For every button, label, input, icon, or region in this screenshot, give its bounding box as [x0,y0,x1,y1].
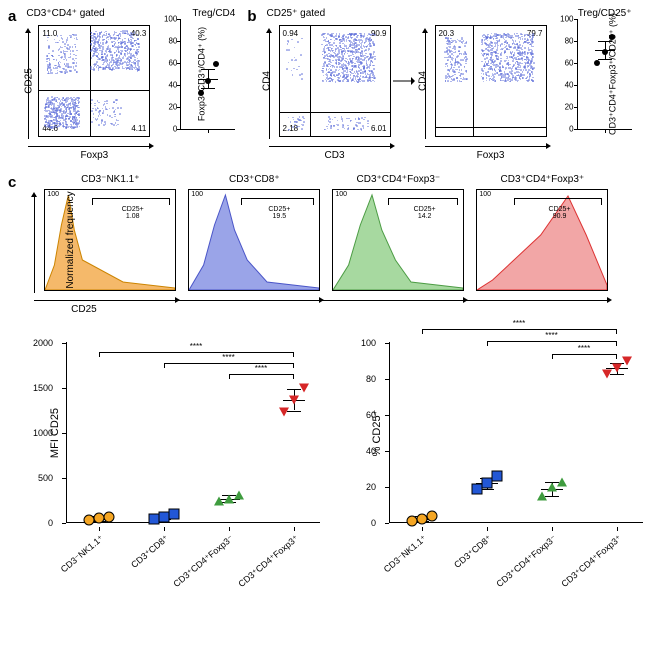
panel-b-title: CD25⁺ gated [267,8,547,19]
panel-a-mini-ylabel: Foxp3⁺CD3⁺/CD4⁺ (%) [197,27,208,121]
panel-a-xaxis: Foxp3 [80,150,108,161]
panel-b2-xaxis: Foxp3 [477,150,505,161]
category-label: CD3⁻NK1.1⁺ [381,533,428,575]
hist-xaxis: CD25 [71,304,97,315]
category-label: CD3⁺CD4⁺Foxp3⁻ [171,533,236,590]
panel-b-mini-plot: CD3⁺CD4⁺Foxp3⁺/CD25⁺ (%) 020406080100 [577,19,632,130]
panel-c-histogram-row: CD3⁻NK1.1⁺CD25+1.08100Normalized frequen… [44,174,608,317]
histogram: CD25+14.2100 [332,189,464,291]
category-label: CD3⁻NK1.1⁺ [58,533,105,575]
gate-arrow-icon [393,75,415,87]
hist-title: CD3⁺CD8⁺ [229,174,280,185]
panel-b: b CD25⁺ gated 0.9490.92.186.01 CD4 CD3 2… [247,8,631,165]
panel-b-mini-ylabel: CD3⁺CD4⁺Foxp3⁺/CD25⁺ (%) [607,13,618,135]
panel-a-title: CD3⁺CD4⁺ gated [26,8,150,19]
category-label: CD3⁺CD4⁺Foxp3⁺ [559,533,624,590]
panel-b-flowplot-2: 20.379.7 [435,25,547,137]
panel-a-yaxis: CD25 [24,68,35,94]
panel-a-mini-plot: Foxp3⁺CD3⁺/CD4⁺ (%) 020406080100 [180,19,235,130]
category-label: CD3⁺CD4⁺Foxp3⁻ [494,533,559,590]
histogram: CD25+90.9100 [476,189,608,291]
panel-b1-yaxis: CD4 [261,71,272,91]
panel-a: a CD3⁺CD4⁺ gated 11.040.344.64.11 CD25 F… [8,8,235,168]
category-label: CD3⁺CD8⁺ [129,533,171,571]
panel-a-label: a [8,8,16,25]
hist-title: CD3⁻NK1.1⁺ [81,174,139,185]
panel-c-mfi-plot: MFI CD25 0500100015002000CD3⁻NK1.1⁺CD3⁺C… [66,343,319,523]
panel-b2-yaxis: CD4 [417,71,428,91]
hist-title: CD3⁺CD4⁺Foxp3⁺ [501,174,585,185]
panel-b1-xaxis: CD3 [325,150,345,161]
panel-b-label: b [247,8,256,25]
panel-b-flowplot-1: 0.9490.92.186.01 [279,25,391,137]
histogram: CD25+19.5100 [188,189,320,291]
category-label: CD3⁺CD4⁺Foxp3⁺ [236,533,301,590]
panel-c-pct-plot: % CD25⁺ 020406080100CD3⁻NK1.1⁺CD3⁺CD8⁺CD… [389,343,642,523]
hist-title: CD3⁺CD4⁺Foxp3⁻ [357,174,441,185]
hist-yaxis: Normalized frequency [65,191,76,288]
panel-a-flowplot: 11.040.344.64.11 [38,25,150,137]
category-label: CD3⁺CD8⁺ [452,533,494,571]
panel-c-label: c [8,174,16,191]
